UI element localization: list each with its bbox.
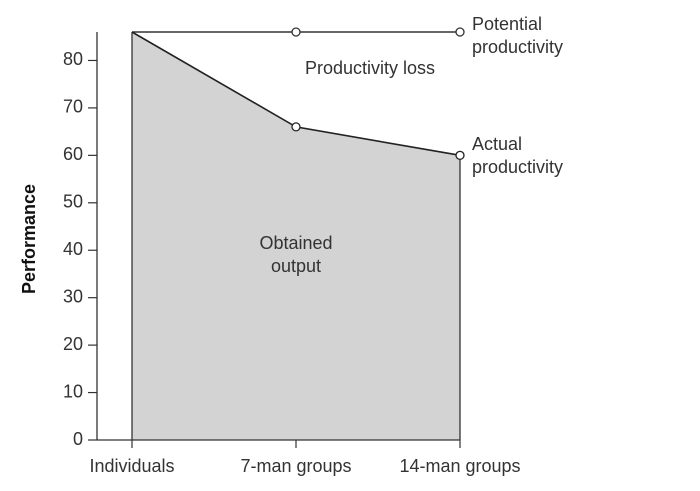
x-tick-label: Individuals: [89, 456, 174, 476]
y-axis-label: Performance: [19, 184, 39, 294]
annotation: Productivity loss: [304, 58, 436, 78]
y-tick-label: 0: [73, 429, 83, 449]
series-label: Actual productivity: [472, 134, 564, 177]
y-tick-label: 40: [63, 239, 83, 259]
series-label: Potential productivity: [472, 14, 564, 57]
y-tick-label: 10: [63, 381, 83, 401]
y-tick-label: 60: [63, 144, 83, 164]
x-tick-label: 14-man groups: [399, 456, 520, 476]
y-tick-label: 70: [63, 97, 83, 117]
point: [455, 27, 465, 37]
annotation: Obtained output: [259, 233, 333, 276]
area: [132, 32, 460, 440]
y-tick-label: 80: [63, 49, 83, 69]
point: [291, 27, 301, 37]
y-tick-label: 30: [63, 286, 83, 306]
point: [291, 122, 301, 132]
point: [455, 150, 465, 160]
x-tick-label: 7-man groups: [240, 456, 351, 476]
y-tick-label: 50: [63, 192, 83, 212]
y-tick-label: 20: [63, 334, 83, 354]
